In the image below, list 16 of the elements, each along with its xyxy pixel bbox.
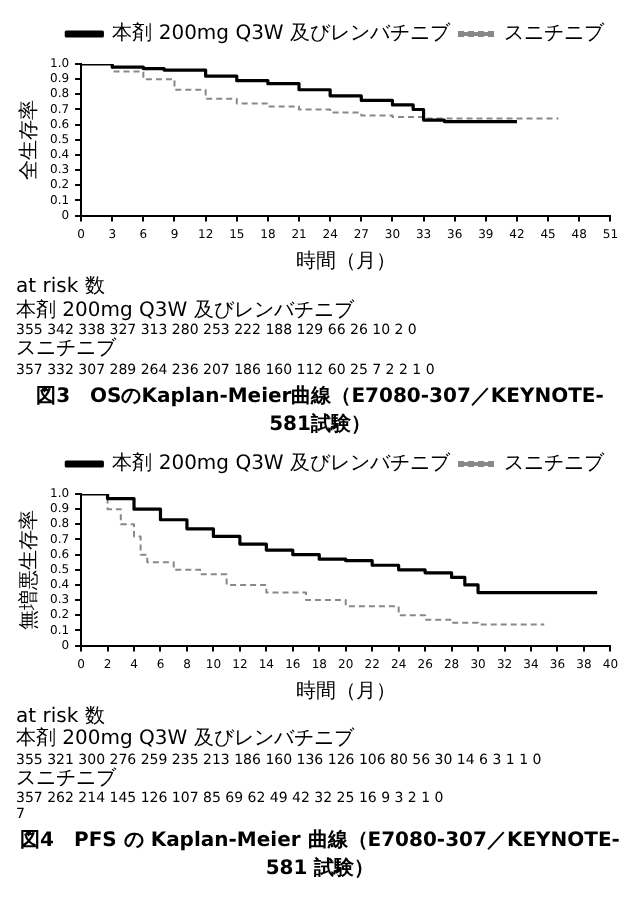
- y-axis-title: 無増悪生存率: [17, 508, 42, 629]
- text: at risk 数: [16, 705, 107, 728]
- text: スニチニブ: [16, 338, 118, 362]
- x-axis-title: 時間（月）: [295, 678, 396, 703]
- text: 本剤 200mg Q3W 及びレンバチニブ: [16, 299, 356, 322]
- legend-label: スニチニブ: [504, 21, 606, 46]
- legend-label: スニチニブ: [504, 450, 606, 475]
- text: at risk 数: [16, 276, 107, 299]
- text: 本剤 200mg Q3W 及びレンバチニブ: [16, 728, 356, 752]
- x-axis-title: 時間（月）: [295, 249, 396, 274]
- y-axis-title: 全生存率: [17, 99, 42, 180]
- legend-label: 本剤 200mg Q3W 及びレンバチニブ: [112, 21, 452, 46]
- legend-label: 本剤 200mg Q3W 及びレンバチニブ: [112, 450, 452, 475]
- text: スニチニブ: [16, 767, 118, 791]
- text: 図3 OSのKaplan-Meier曲線（E7080-307／KEYNOTE-581試験）: [34, 383, 606, 438]
- text: 図4 PFS の Kaplan-Meier 曲線（E7080-307／KEYNOTE-581 試験）: [18, 827, 622, 883]
